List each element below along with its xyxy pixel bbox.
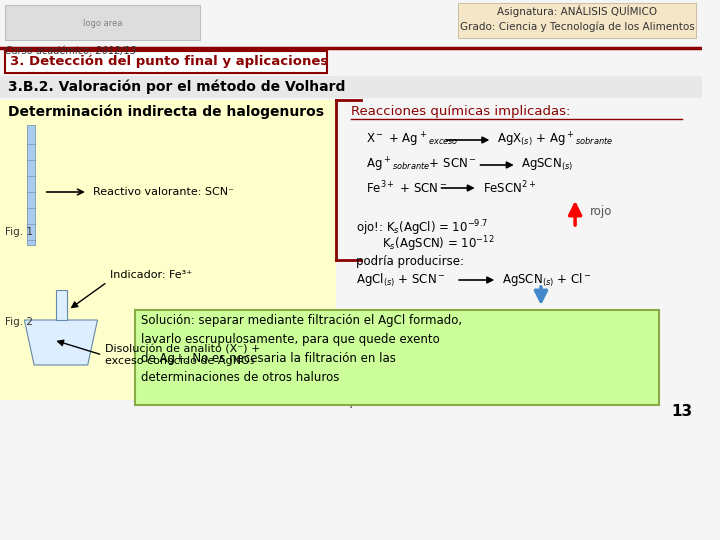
Text: AgSCN$_{(s)}$: AgSCN$_{(s)}$: [521, 157, 574, 173]
Text: 13: 13: [671, 404, 692, 420]
Text: 3. Detección del punto final y aplicaciones: 3. Detección del punto final y aplicacio…: [10, 56, 328, 69]
Text: logo area: logo area: [83, 18, 122, 28]
Text: Reacciones químicas implicadas:: Reacciones químicas implicadas:: [351, 105, 570, 118]
Text: .: .: [348, 397, 353, 411]
Polygon shape: [24, 320, 97, 365]
Text: AgCl$_{(s)}$ + SCN$^-$: AgCl$_{(s)}$ + SCN$^-$: [356, 272, 446, 288]
Text: Ag$^+$$_{sobrante}$+ SCN$^-$: Ag$^+$$_{sobrante}$+ SCN$^-$: [366, 156, 477, 174]
Text: Solución: separar mediante filtración el AgCl formado,
lavarlo escrupulosamente,: Solución: separar mediante filtración el…: [141, 314, 462, 384]
Text: Grado: Ciencia y Tecnología de los Alimentos: Grado: Ciencia y Tecnología de los Alime…: [459, 22, 694, 32]
Text: Curso académico: 2012/13: Curso académico: 2012/13: [5, 46, 136, 56]
FancyBboxPatch shape: [5, 5, 200, 40]
FancyBboxPatch shape: [458, 3, 696, 38]
Text: Reactivo valorante: SCN⁻: Reactivo valorante: SCN⁻: [93, 187, 233, 197]
Text: Disolución de analito (X⁻) +
exceso conocido de AgNO₃: Disolución de analito (X⁻) + exceso cono…: [105, 344, 261, 366]
Text: Fig. 1: Fig. 1: [5, 227, 33, 237]
Text: Fe$^{3+}$ + SCN$^-$: Fe$^{3+}$ + SCN$^-$: [366, 180, 447, 197]
Text: FeSCN$^{2+}$: FeSCN$^{2+}$: [482, 180, 536, 197]
FancyBboxPatch shape: [55, 290, 67, 320]
FancyBboxPatch shape: [135, 310, 659, 405]
FancyBboxPatch shape: [0, 76, 702, 98]
Text: AgSCN$_{(s)}$ + Cl$^-$: AgSCN$_{(s)}$ + Cl$^-$: [502, 272, 592, 288]
Text: ojo!: K$_s$(AgCl) = 10$^{-9.7}$: ojo!: K$_s$(AgCl) = 10$^{-9.7}$: [356, 218, 487, 238]
Text: AgX$_{(s)}$ + Ag$^+$$_{sobrante}$: AgX$_{(s)}$ + Ag$^+$$_{sobrante}$: [497, 131, 613, 149]
Text: Asignatura: ANÁLISIS QUÍMICO: Asignatura: ANÁLISIS QUÍMICO: [497, 5, 657, 17]
Text: podría producirse:: podría producirse:: [356, 255, 464, 268]
FancyBboxPatch shape: [5, 51, 327, 73]
Text: 3.B.2. Valoración por el método de Volhard: 3.B.2. Valoración por el método de Volha…: [8, 80, 345, 94]
Text: rojo: rojo: [590, 206, 612, 219]
Text: K$_s$(AgSCN) = 10$^{-12}$: K$_s$(AgSCN) = 10$^{-12}$: [382, 234, 495, 254]
Text: Indicador: Fe³⁺: Indicador: Fe³⁺: [110, 270, 192, 280]
FancyBboxPatch shape: [27, 125, 35, 245]
Text: X$^-$ + Ag$^+$$_{exceso}$: X$^-$ + Ag$^+$$_{exceso}$: [366, 131, 458, 149]
Text: Fig. 2: Fig. 2: [5, 317, 33, 327]
Text: Determinación indirecta de halogenuros: Determinación indirecta de halogenuros: [8, 105, 324, 119]
FancyBboxPatch shape: [0, 100, 336, 400]
